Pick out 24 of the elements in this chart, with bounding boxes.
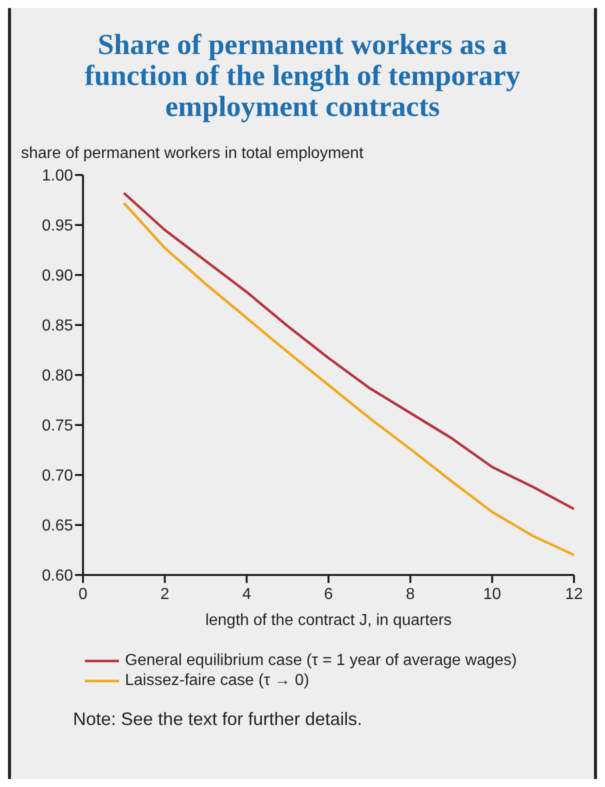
legend-label: General equilibrium case (τ = 1 year of average wages) bbox=[125, 652, 517, 670]
y-tick-label: 0.70 bbox=[42, 468, 74, 485]
x-tick-label: 6 bbox=[324, 586, 334, 603]
x-tick-label: 8 bbox=[406, 586, 415, 603]
x-tick-label: 12 bbox=[565, 586, 583, 603]
legend-label: Laissez-faire case (τ → 0) bbox=[125, 672, 310, 690]
y-tick-label: 0.85 bbox=[42, 318, 74, 335]
x-tick-label: 2 bbox=[160, 586, 170, 603]
x-tick-label: 10 bbox=[483, 586, 502, 603]
y-tick-label: 0.80 bbox=[42, 368, 74, 385]
x-tick-label: 0 bbox=[78, 586, 88, 603]
chart-title: Share of permanent workers as a function of the length of temporary employment contracts bbox=[84, 29, 522, 123]
y-tick-label: 1.00 bbox=[42, 168, 74, 185]
y-tick-label: 0.75 bbox=[42, 418, 74, 435]
line-series bbox=[122, 192, 574, 510]
y-axis-title: share of permanent workers in total employment bbox=[21, 145, 364, 163]
y-tick-label: 0.65 bbox=[42, 518, 74, 535]
y-tick-label: 0.60 bbox=[42, 568, 74, 585]
y-tick-label: 0.95 bbox=[42, 218, 74, 235]
x-axis-title: length of the contract J, in quarters bbox=[205, 612, 452, 629]
line-series bbox=[122, 202, 574, 556]
y-tick-label: 0.90 bbox=[42, 268, 74, 285]
text: Note: See the text for further details. bbox=[73, 709, 364, 730]
x-tick-label: 4 bbox=[242, 586, 252, 603]
